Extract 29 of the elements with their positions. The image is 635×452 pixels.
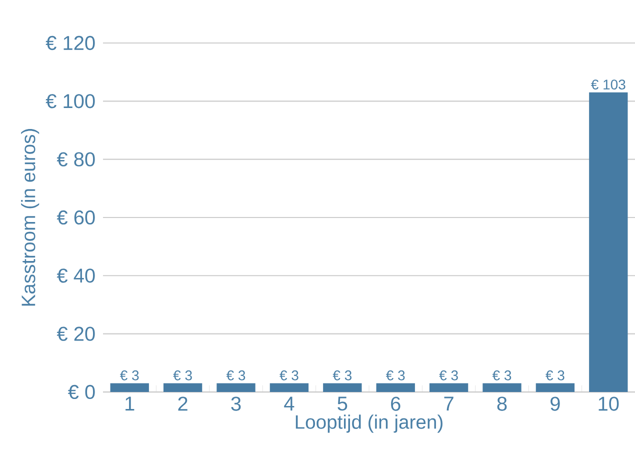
x-tick-label: 9 (550, 396, 560, 411)
y-tick-label: € 0 (68, 384, 95, 400)
y-tick-label: € 60 (56, 210, 95, 225)
x-tick-label: 8 (497, 396, 507, 411)
y-tick-label: € 80 (56, 152, 95, 166)
x-tick-label: 2 (178, 396, 188, 411)
data-label: € 3 (386, 370, 405, 380)
data-label: € 3 (439, 370, 458, 380)
x-axis-title: Looptijd (in jaren) (296, 414, 442, 433)
y-tick-label: € 40 (56, 268, 95, 283)
x-tick-label: 4 (284, 396, 294, 410)
data-label: € 3 (226, 370, 246, 380)
data-label: € 3 (120, 370, 139, 380)
y-tick-label: € 120 (46, 36, 95, 50)
data-label: € 3 (280, 370, 298, 380)
data-label: € 103 (590, 80, 626, 90)
x-tick-label: 7 (444, 396, 454, 410)
y-tick-label: € 100 (46, 94, 95, 108)
data-label: € 3 (332, 370, 352, 380)
x-tick-label: 10 (598, 396, 619, 411)
x-tick-label: 6 (391, 396, 400, 411)
data-label: € 3 (546, 370, 564, 380)
x-tick-label: 1 (126, 396, 134, 410)
x-tick-label: 5 (338, 396, 348, 411)
x-tick-label: 3 (231, 396, 241, 411)
y-tick-label: € 20 (56, 326, 95, 341)
data-label: € 3 (173, 370, 192, 380)
y-axis-title: Kasstroom (in euros) (21, 129, 40, 306)
data-label: € 3 (492, 370, 512, 380)
